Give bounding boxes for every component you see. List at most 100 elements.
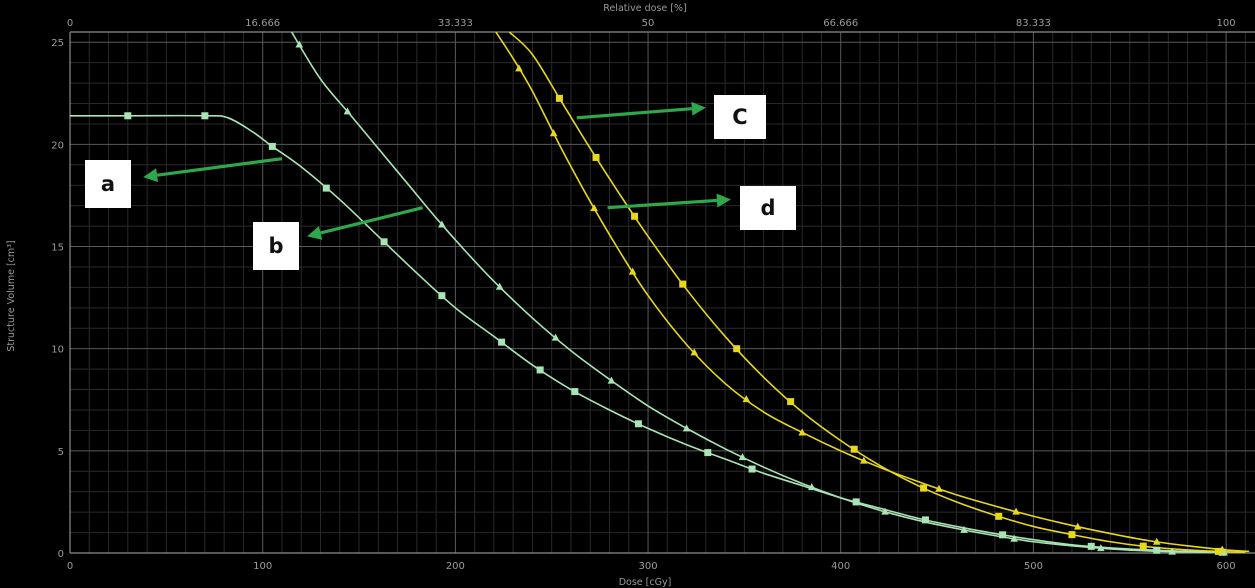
y-tick-label: 0 xyxy=(58,549,64,560)
y-tick-label: 15 xyxy=(51,243,64,254)
axes xyxy=(69,31,1255,554)
arrow-shaft-d xyxy=(607,198,718,210)
series-markers xyxy=(124,40,1228,556)
data-point-triangle xyxy=(742,395,751,403)
data-point-square xyxy=(995,512,1003,520)
top-axis-title: Relative dose [%] xyxy=(603,3,686,14)
arrow-shaft-c xyxy=(576,107,693,120)
data-point-square xyxy=(1068,531,1076,539)
data-point-triangle xyxy=(438,220,446,228)
data-point-triangle xyxy=(295,40,304,48)
data-point-triangle xyxy=(495,282,504,290)
data-point-square xyxy=(536,366,544,374)
data-point-square xyxy=(920,484,928,492)
data-point-square xyxy=(571,388,579,396)
data-point-triangle xyxy=(515,64,523,72)
data-point-triangle xyxy=(1097,544,1105,552)
data-point-square xyxy=(679,280,687,288)
x-tick-label: 100 xyxy=(253,561,272,572)
top-tick-label: 16.666 xyxy=(245,18,280,29)
arrow-head-d xyxy=(716,193,731,208)
y-tick-label: 25 xyxy=(51,38,64,49)
minor-gridlines xyxy=(70,32,1255,553)
data-point-square xyxy=(1139,542,1147,550)
x-axis-title: Dose [cGy] xyxy=(619,577,672,588)
data-point-square xyxy=(631,212,639,220)
data-point-triangle xyxy=(682,424,691,432)
data-point-square xyxy=(592,153,600,161)
y-tick-label: 10 xyxy=(51,345,64,356)
top-tick-label: 50 xyxy=(642,18,655,29)
data-point-triangle xyxy=(607,376,616,384)
callout-box-c xyxy=(714,95,766,139)
data-point-triangle xyxy=(1152,537,1161,545)
data-point-square xyxy=(1087,542,1095,550)
x-tick-label: 500 xyxy=(1024,561,1043,572)
top-tick-label: 0 xyxy=(67,18,73,29)
data-point-triangle xyxy=(343,107,352,115)
top-tick-label: 66.666 xyxy=(823,18,858,29)
data-point-triangle xyxy=(1010,534,1018,542)
data-point-triangle xyxy=(1168,547,1176,555)
data-point-square xyxy=(999,531,1007,539)
top-tick-label: 83.333 xyxy=(1016,18,1051,29)
data-point-square xyxy=(268,142,276,150)
arrow-shaft-a xyxy=(156,157,283,177)
arrow-head-c xyxy=(691,101,706,116)
data-point-square xyxy=(787,398,795,406)
callout-label-b: b xyxy=(268,234,283,258)
data-point-square xyxy=(748,465,756,473)
data-point-triangle xyxy=(960,525,968,533)
x-tick-label: 400 xyxy=(831,561,850,572)
callout-box-b xyxy=(253,222,299,270)
data-point-triangle xyxy=(590,204,598,212)
data-point-square xyxy=(124,112,132,120)
data-point-square xyxy=(498,338,506,346)
x-tick-label: 600 xyxy=(1217,561,1236,572)
data-point-square xyxy=(555,94,563,102)
data-point-triangle xyxy=(1012,507,1020,515)
top-tick-label: 100 xyxy=(1217,18,1236,29)
data-point-triangle xyxy=(1073,522,1082,530)
callout-label-c: C xyxy=(732,105,747,129)
data-point-triangle xyxy=(549,129,558,137)
callout-box-d xyxy=(740,186,796,230)
data-point-square xyxy=(922,516,930,524)
data-point-triangle xyxy=(1218,545,1227,553)
callouts: a b Cd xyxy=(85,95,796,270)
arrow-head-a xyxy=(143,168,159,183)
data-point-square xyxy=(1153,546,1161,554)
series-line-4 xyxy=(495,32,1250,553)
x-tick-label: 0 xyxy=(67,561,73,572)
callout-label-a: a xyxy=(101,172,115,196)
arrow-shaft-b xyxy=(320,206,423,235)
data-point-triangle xyxy=(935,484,943,492)
callout-label-d: d xyxy=(760,196,775,220)
data-point-triangle xyxy=(808,483,816,491)
data-point-square xyxy=(201,112,209,120)
data-point-triangle xyxy=(860,456,868,464)
data-point-triangle xyxy=(690,348,699,356)
data-point-square xyxy=(634,420,642,428)
data-point-square xyxy=(850,445,858,453)
y-axis-title: Structure Volume [cm³] xyxy=(6,240,17,351)
data-point-square xyxy=(1214,547,1222,555)
top-tick-label: 33.333 xyxy=(438,18,473,29)
data-point-triangle xyxy=(551,333,560,341)
data-point-square xyxy=(380,238,388,246)
data-point-square xyxy=(438,292,446,300)
arrow-head-b xyxy=(307,226,323,240)
x-tick-label: 300 xyxy=(639,561,658,572)
series-line-2 xyxy=(290,32,1227,553)
y-tick-label: 5 xyxy=(58,447,64,458)
x-tick-label: 200 xyxy=(446,561,465,572)
data-point-square xyxy=(704,449,712,457)
data-point-triangle xyxy=(738,453,747,461)
data-point-square xyxy=(322,184,330,192)
callout-box-a xyxy=(85,160,131,208)
data-point-triangle xyxy=(628,267,637,275)
data-point-triangle xyxy=(881,507,889,515)
